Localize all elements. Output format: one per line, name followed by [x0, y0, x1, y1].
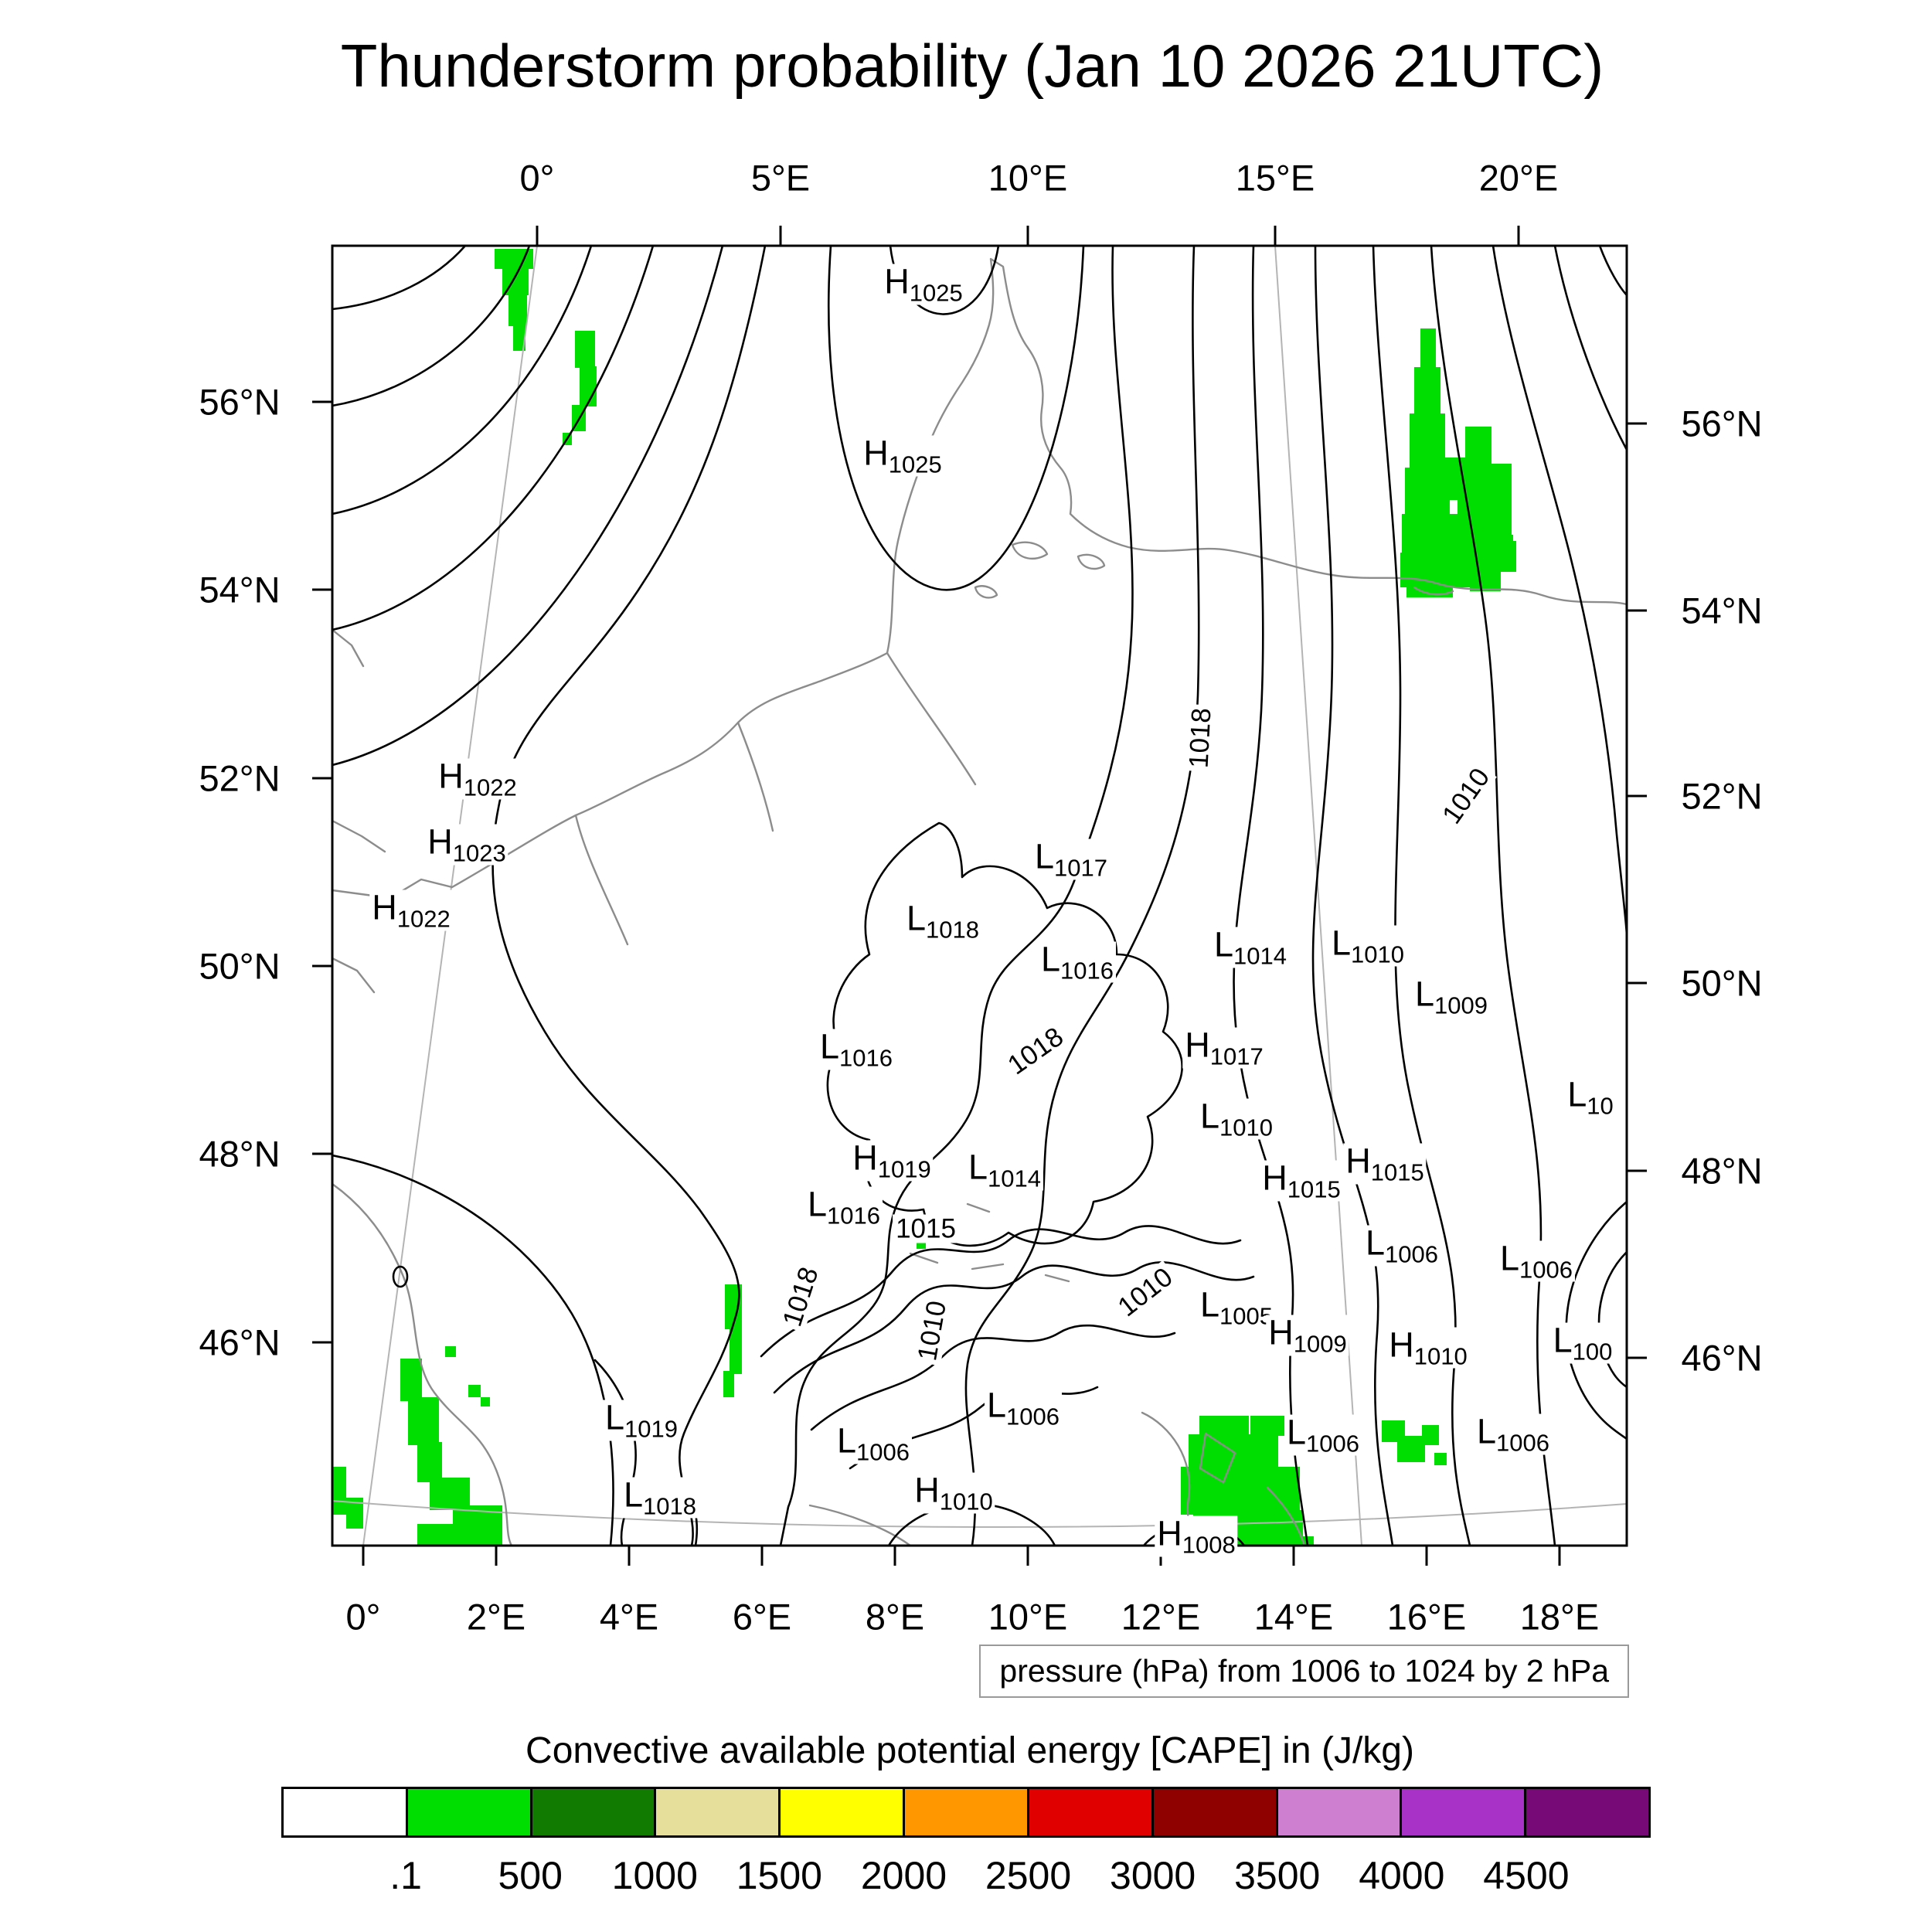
cape-colorbar [281, 1787, 1651, 1838]
colorbar-tick-label: 3500 [1234, 1854, 1321, 1897]
cape-colorbar-ticks: .1 500 1000 1500 2000 2500 3000 3500 4000 4500 [0, 1853, 1932, 1907]
legend-title: Convective available potential energy [C… [526, 1730, 1414, 1771]
colorbar-tick-label: 1000 [611, 1854, 698, 1897]
colorbar-cell [532, 1789, 657, 1835]
colorbar-tick-label: 3000 [1110, 1854, 1196, 1897]
map-frame [331, 244, 1628, 1547]
colorbar-cell [1029, 1789, 1154, 1835]
colorbar-cell [284, 1789, 408, 1835]
colorbar-tick-label: 2000 [860, 1854, 947, 1897]
colorbar-cell [656, 1789, 781, 1835]
colorbar-tick-label: 500 [498, 1854, 563, 1897]
colorbar-cell [1526, 1789, 1648, 1835]
isobar-contours [332, 246, 1627, 1546]
colorbar-tick-label: 4000 [1359, 1854, 1445, 1897]
pressure-caption: pressure (hPa) from 1006 to 1024 by 2 hP… [979, 1645, 1629, 1698]
colorbar-cell [407, 1789, 532, 1835]
colorbar-cell [1402, 1789, 1527, 1835]
page-title: Thunderstorm probability (Jan 10 2026 21… [340, 32, 1604, 100]
colorbar-tick-label: 2500 [985, 1854, 1072, 1897]
colorbar-tick-label: 1500 [736, 1854, 822, 1897]
colorbar-cell [781, 1789, 906, 1835]
colorbar-tick-label: .1 [389, 1854, 422, 1897]
colorbar-cell [1153, 1789, 1278, 1835]
colorbar-cell [1277, 1789, 1403, 1835]
colorbar-cell [905, 1789, 1029, 1835]
colorbar-tick-label: 4500 [1483, 1854, 1570, 1897]
coastlines [332, 257, 1627, 1546]
